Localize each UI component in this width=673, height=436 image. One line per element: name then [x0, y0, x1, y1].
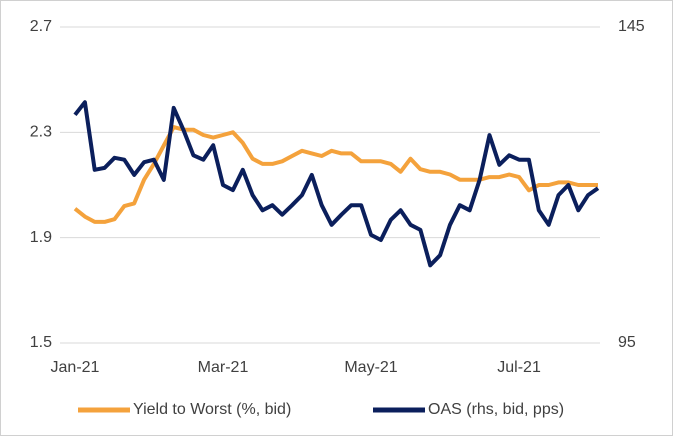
- x-tick-label: Mar-21: [198, 359, 249, 376]
- legend-label: Yield to Worst (%, bid): [133, 401, 291, 418]
- x-tick-label: Jul-21: [497, 359, 541, 376]
- y-tick-label: 1.5: [30, 334, 52, 351]
- y2-tick-label: 95: [618, 334, 636, 351]
- y-tick-label: 2.7: [30, 18, 52, 35]
- legend-label: OAS (rhs, bid, pps): [428, 401, 564, 418]
- x-tick-label: May-21: [344, 359, 397, 376]
- y-tick-label: 2.3: [30, 124, 52, 141]
- y2-tick-label: 145: [618, 18, 645, 35]
- x-tick-label: Jan-21: [51, 359, 100, 376]
- y-tick-label: 1.9: [30, 229, 52, 246]
- series-line: [73, 100, 600, 268]
- series-line: [73, 125, 598, 224]
